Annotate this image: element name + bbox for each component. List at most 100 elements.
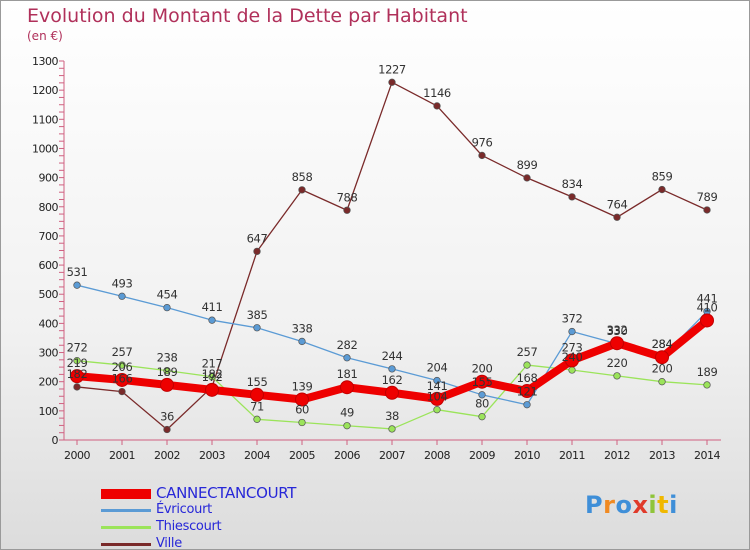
- data-label: 80: [475, 397, 489, 411]
- y-tick-label: 1200: [32, 84, 58, 97]
- x-tick-label: 2008: [424, 449, 450, 462]
- data-point: [250, 387, 264, 402]
- data-point: [565, 353, 579, 368]
- data-label: 168: [517, 371, 538, 385]
- data-point: [613, 213, 621, 221]
- data-point: [385, 385, 399, 400]
- data-point: [430, 391, 444, 406]
- y-tick-label: 1000: [32, 142, 58, 155]
- series-0: [70, 313, 714, 407]
- data-point: [703, 381, 711, 389]
- x-tick-label: 2001: [109, 449, 135, 462]
- y-tick-label: 800: [39, 201, 59, 214]
- data-label: 206: [112, 360, 133, 374]
- data-label: 330: [607, 324, 628, 338]
- data-label: 240: [562, 350, 583, 364]
- data-point: [433, 406, 441, 414]
- x-tick-label: 2004: [244, 449, 270, 462]
- y-tick-label: 200: [39, 376, 59, 389]
- data-label: 332: [607, 323, 628, 337]
- data-point: [388, 425, 396, 433]
- data-point: [478, 151, 486, 160]
- data-label: 139: [292, 379, 313, 393]
- data-point: [475, 374, 489, 389]
- brand-letter: i: [669, 491, 678, 519]
- x-tick-label: 2005: [289, 449, 315, 462]
- data-label: 166: [112, 372, 133, 386]
- data-label: 172: [202, 370, 223, 384]
- data-label: 273: [562, 340, 583, 354]
- data-label: 789: [697, 190, 718, 204]
- data-label: 189: [697, 365, 718, 379]
- y-tick-label: 700: [39, 230, 59, 243]
- data-point: [658, 185, 666, 194]
- data-point: [478, 413, 486, 421]
- y-tick-label: 300: [39, 347, 59, 360]
- data-label: 788: [337, 190, 358, 204]
- x-tick-label: 2000: [64, 449, 90, 462]
- brand-letter: P: [585, 491, 604, 519]
- data-point: [703, 206, 711, 214]
- data-point: [658, 378, 666, 386]
- chart-subtitle: (en €): [27, 29, 63, 43]
- data-label: 257: [112, 345, 133, 359]
- x-tick-label: 2002: [154, 449, 180, 462]
- data-label: 976: [472, 135, 493, 149]
- data-point: [73, 281, 81, 289]
- data-label: 155: [472, 375, 493, 389]
- data-label: 410: [697, 300, 718, 314]
- data-label: 155: [247, 375, 268, 389]
- data-point: [613, 372, 621, 380]
- data-label: 182: [202, 367, 223, 381]
- legend-swatch: [101, 526, 151, 529]
- brand-logo: Proxiti: [585, 491, 678, 519]
- brand-letter: i: [648, 491, 658, 519]
- data-label: 454: [157, 288, 178, 302]
- data-point: [253, 415, 261, 423]
- data-point: [568, 193, 576, 201]
- data-label: 217: [202, 357, 223, 371]
- data-point: [118, 292, 126, 300]
- data-label: 200: [472, 362, 493, 376]
- legend-swatch: [101, 543, 151, 546]
- data-point: [295, 392, 309, 407]
- data-point: [610, 336, 624, 351]
- data-point: [523, 401, 531, 409]
- data-label: 834: [562, 177, 583, 191]
- data-point: [523, 361, 531, 369]
- data-label: 284: [652, 337, 673, 351]
- y-tick-label: 1100: [32, 113, 58, 126]
- data-point: [523, 174, 531, 182]
- data-label: 764: [607, 197, 628, 211]
- data-point: [163, 425, 171, 434]
- data-point: [298, 186, 306, 194]
- data-point: [253, 324, 261, 332]
- data-label: 1146: [423, 86, 451, 100]
- data-label: 49: [340, 406, 354, 420]
- data-label: 272: [67, 341, 88, 355]
- x-tick-label: 2014: [694, 449, 720, 462]
- data-label: 493: [112, 276, 133, 290]
- data-point: [208, 316, 216, 324]
- data-point: [118, 387, 126, 396]
- y-tick-label: 100: [39, 405, 59, 418]
- chart-title: Evolution du Montant de la Dette par Hab…: [27, 5, 468, 27]
- data-point: [73, 357, 81, 365]
- x-tick-label: 2007: [379, 449, 405, 462]
- legend-swatch: [101, 489, 151, 499]
- brand-letter: o: [615, 491, 633, 519]
- x-tick-label: 2013: [649, 449, 675, 462]
- data-label: 244: [382, 349, 403, 363]
- x-tick-label: 2011: [559, 449, 585, 462]
- data-label: 104: [427, 390, 448, 404]
- data-label: 121: [517, 385, 538, 399]
- data-label: 372: [562, 312, 583, 326]
- legend-label: Évricourt: [156, 502, 212, 517]
- y-tick-label: 0: [52, 434, 59, 447]
- data-point: [568, 327, 576, 336]
- data-label: 257: [517, 345, 538, 359]
- series-2: [73, 357, 711, 433]
- data-label: 181: [337, 367, 358, 381]
